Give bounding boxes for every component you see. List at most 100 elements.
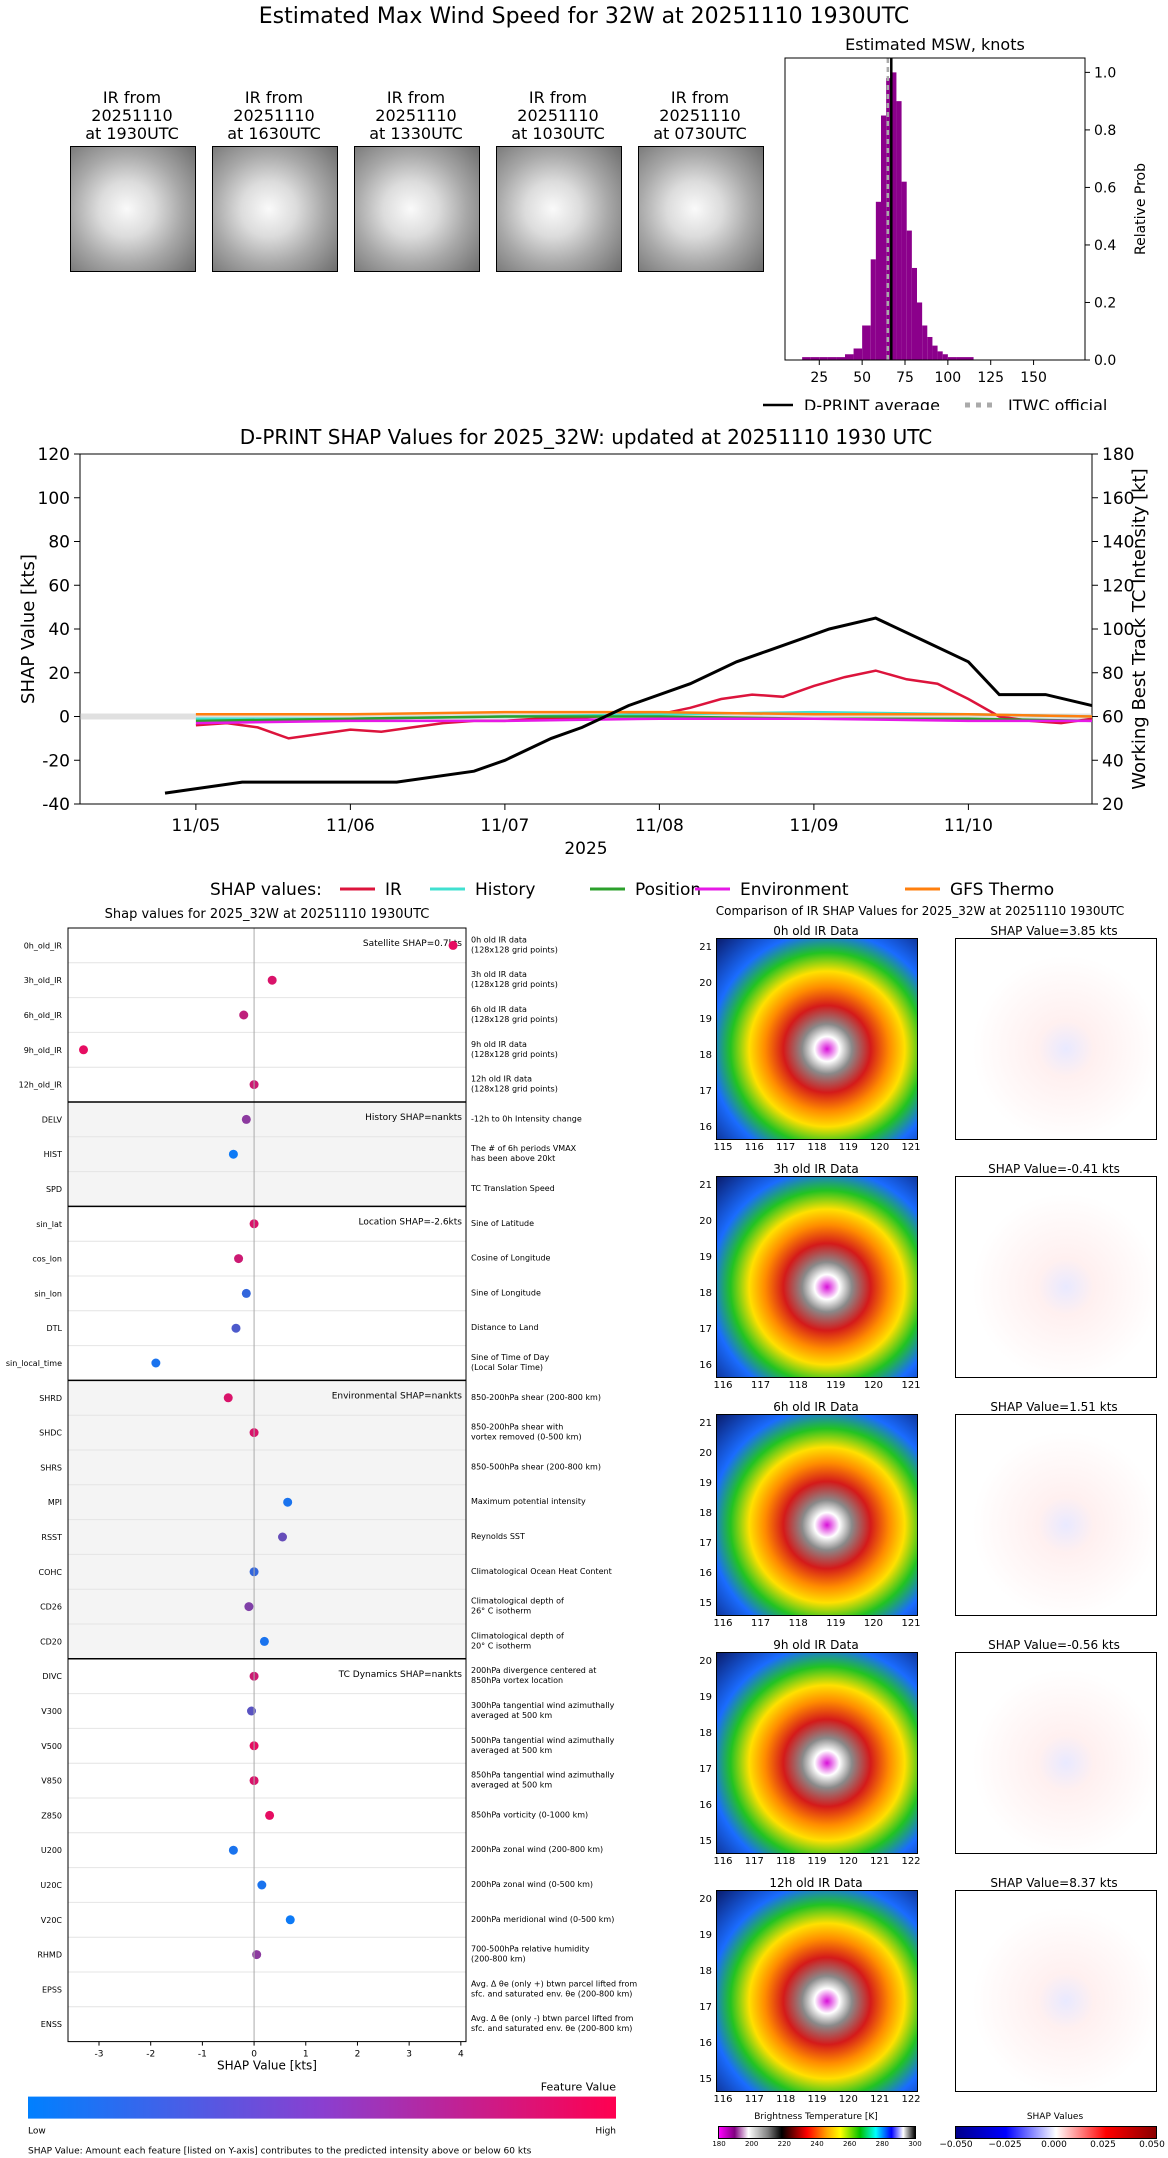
feature-description: (200-800 km) [471,1955,526,1964]
shap-point [244,1602,254,1612]
ytick-right-label: 80 [1102,664,1124,684]
feature-description: 0h old IR data [471,935,527,944]
feature-name: cos_lon [32,1255,62,1264]
feature-name: U200 [41,1846,62,1855]
feature-description: 9h old IR data [471,1040,527,1049]
xtick-label: 11/10 [944,816,993,836]
shap-colorbar-label: SHAP Values [1026,2112,1084,2122]
ir-ytick-label: 19 [699,1014,712,1025]
hist-ytick-label: 0.6 [1094,180,1116,196]
scatter-xtick-label: 1 [303,2050,309,2060]
series-line-ir [195,669,1093,740]
ytick-right-label: 180 [1102,445,1134,465]
ir-ytick-label: 17 [699,1324,712,1335]
ir-xtick-label: 117 [751,1380,771,1391]
shap-point [246,1706,256,1716]
series-line-position [195,715,1093,723]
ir-xtick-label: 122 [901,1856,921,1867]
feature-description: 850hPa vorticity (0-1000 km) [471,1810,588,1819]
ir-ytick-label: 16 [699,2038,712,2049]
feature-value-bar [28,2096,616,2119]
feature-description: 850hPa vortex location [471,1676,563,1685]
group-label: History SHAP=nankts [365,1113,462,1123]
ir-ytick-label: 21 [699,942,712,953]
shap-point [267,975,277,985]
series-line-tc-intensity [164,616,1093,795]
series-line-environment [195,717,1092,725]
ir-ytick-label: 21 [699,1418,712,1429]
hist-bar [827,357,837,360]
feature-description: Sine of Latitude [471,1219,534,1228]
shap-image-panel [955,1652,1157,1854]
ir-xtick-label: 117 [776,1142,796,1153]
feature-name: EPSS [42,1985,62,1994]
hist-bar [947,357,957,360]
shap-panel-title: SHAP Value=-0.41 kts [988,1162,1120,1176]
feature-description: averaged at 500 km [471,1746,552,1755]
shap-point [278,1532,288,1542]
feature-description: (128x128 grid points) [471,945,558,954]
feature-description: Climatological Ocean Heat Content [471,1567,612,1576]
hist-bar [881,115,887,361]
hist-ytick-label: 0.0 [1094,353,1116,369]
hist-ytick-label: 0.4 [1094,238,1116,254]
ir-thumbnail-image [354,146,480,272]
ir-ytick-label: 20 [699,1656,712,1667]
shap-point [223,1393,233,1403]
scatter-xtick-label: 3 [406,2050,412,2060]
timeseries-ylabel-left: SHAP Value [kts] [18,554,39,704]
feature-name: MPI [48,1498,62,1507]
legend-prefix: SHAP values: [210,880,322,900]
ir-panel-title: 9h old IR Data [773,1638,859,1652]
ir-thumbnail-image [70,146,196,272]
shap-point [228,1845,238,1855]
ytick-right-label: 100 [1102,620,1134,640]
timeseries-xlabel: 2025 [564,839,607,859]
hist-frame [784,57,1086,361]
ir-thumb-label: at 1030UTC [511,124,605,143]
hist-xtick-label: 75 [896,370,914,386]
feature-name: SHDC [39,1429,62,1438]
ytick-left-label: 20 [48,664,70,684]
bt-tick-label: 220 [777,2140,792,2148]
feature-description: 12h old IR data [471,1075,532,1084]
ir-panel-title: 6h old IR Data [773,1400,859,1414]
feature-description: 200hPa meridional wind (0-500 km) [471,1915,614,1924]
ir-thumbnail-image [212,146,338,272]
feature-name: DIVC [42,1672,62,1681]
ytick-right-label: 160 [1102,489,1134,509]
ir-ytick-label: 17 [699,1086,712,1097]
ytick-left-label: 60 [48,576,70,596]
shap-point [252,1950,262,1960]
xtick-label: 11/05 [171,816,220,836]
ir-xtick-label: 121 [901,1142,921,1153]
ytick-left-label: 40 [48,620,70,640]
feature-description: Avg. Δ θe (only -) btwn parcel lifted fr… [471,2014,634,2023]
ir-panel-title: 0h old IR Data [773,924,859,938]
shap-image-panel [955,1414,1157,1616]
feature-name: SPD [46,1185,62,1194]
ir-xtick-label: 122 [901,2094,921,2105]
ir-thumb-label: IR from [386,88,446,107]
hist-ytick-label: 0.8 [1094,123,1116,139]
ir-xtick-label: 118 [776,1856,796,1867]
hist-bar [875,201,881,360]
shap-point [239,1010,249,1020]
feature-description: Cosine of Longitude [471,1254,551,1263]
series-line-gfs-thermo [195,710,1093,718]
hist-title: Estimated MSW, knots [845,35,1025,54]
ir-ytick-label: 15 [699,2074,712,2085]
hist-bar [911,267,917,360]
hist-xtick-label: 125 [977,370,1004,386]
feature-name: CD26 [40,1603,62,1612]
feature-description: sfc. and saturated env. θe (200-800 km) [471,2024,632,2033]
shap-image-panel [955,1176,1157,1378]
ir-xtick-label: 116 [713,1856,733,1867]
bt-colorbar-label: Brightness Temperature [K] [754,2112,878,2122]
shap-image-panel [955,938,1157,1140]
ir-xtick-label: 121 [901,1618,921,1629]
ir-ytick-label: 20 [699,1216,712,1227]
feature-description: 700-500hPa relative humidity [471,1945,590,1954]
hist-xtick-label: 25 [810,370,828,386]
feature-description: 200hPa divergence centered at [471,1666,596,1675]
